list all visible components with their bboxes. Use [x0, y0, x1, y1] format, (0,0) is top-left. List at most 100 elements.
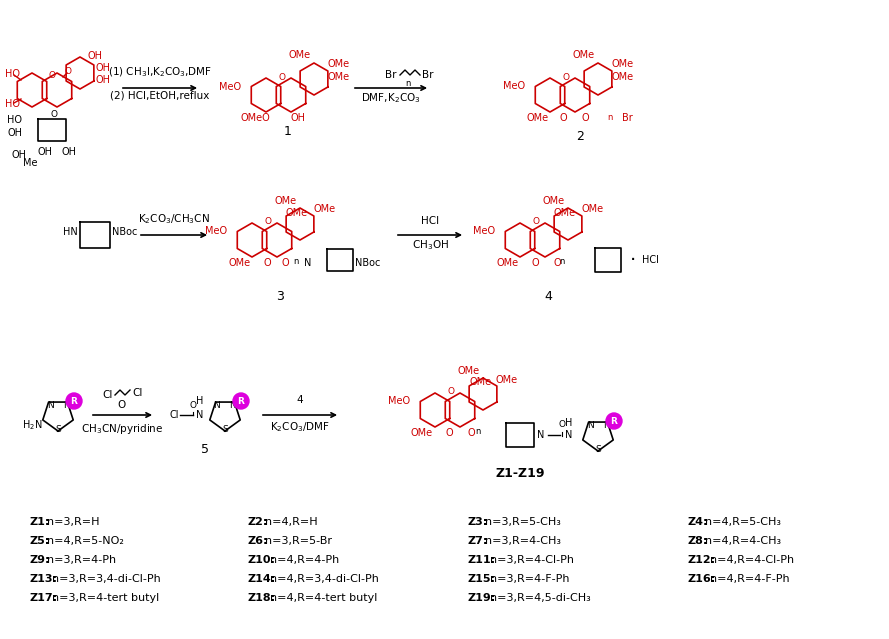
Text: Z11:: Z11: — [468, 555, 496, 565]
Text: HCl: HCl — [642, 255, 659, 265]
Text: Z9:: Z9: — [30, 555, 51, 565]
Text: N: N — [587, 420, 593, 429]
Text: NBoc: NBoc — [112, 227, 138, 237]
Text: n=3,R=4-F-Ph: n=3,R=4-F-Ph — [490, 574, 570, 584]
Text: N: N — [196, 410, 204, 420]
Text: O: O — [558, 420, 565, 429]
Text: HN: HN — [63, 227, 78, 237]
Text: Z5:: Z5: — [30, 536, 51, 546]
Text: S: S — [222, 424, 228, 433]
Text: H: H — [196, 396, 204, 406]
Text: n=4,R=H: n=4,R=H — [265, 517, 317, 527]
Text: DMF,K$_2$CO$_3$: DMF,K$_2$CO$_3$ — [361, 91, 420, 105]
Text: Z19:: Z19: — [468, 593, 496, 603]
Text: H$_2$N: H$_2$N — [21, 418, 42, 432]
Text: n=4,R=4-tert butyl: n=4,R=4-tert butyl — [270, 593, 377, 603]
Text: OH: OH — [7, 128, 22, 138]
Text: Z3:: Z3: — [468, 517, 488, 527]
Text: n=3,R=4-tert butyl: n=3,R=4-tert butyl — [52, 593, 159, 603]
Text: OH: OH — [291, 113, 306, 123]
Text: Z4:: Z4: — [688, 517, 709, 527]
Text: N: N — [603, 420, 609, 429]
Text: Cl: Cl — [132, 388, 142, 398]
Text: O: O — [447, 387, 454, 397]
Text: 2: 2 — [576, 130, 584, 143]
Text: OMe: OMe — [611, 72, 633, 82]
Text: n=3,R=3,4-di-Cl-Ph: n=3,R=3,4-di-Cl-Ph — [52, 574, 161, 584]
Text: HO: HO — [5, 99, 20, 109]
Text: n: n — [476, 427, 481, 436]
Text: n=3,R=4-Cl-Ph: n=3,R=4-Cl-Ph — [490, 555, 574, 565]
Text: Z14:: Z14: — [248, 574, 276, 584]
Text: Z1-Z19: Z1-Z19 — [495, 467, 545, 480]
Text: 4: 4 — [544, 290, 552, 303]
Text: H: H — [565, 418, 573, 428]
Text: OH: OH — [96, 75, 111, 85]
Text: O: O — [581, 113, 589, 123]
Text: OH: OH — [88, 51, 103, 61]
Text: 4: 4 — [297, 395, 303, 405]
Text: MeO: MeO — [473, 226, 495, 236]
Text: Z8:: Z8: — [688, 536, 709, 546]
Text: OMe: OMe — [289, 50, 311, 60]
Text: N: N — [537, 430, 544, 440]
Text: N: N — [304, 258, 312, 268]
Text: Cl: Cl — [170, 410, 180, 420]
Text: O: O — [553, 258, 561, 268]
Text: Z1:: Z1: — [30, 517, 51, 527]
Text: HCl: HCl — [420, 216, 439, 226]
Text: O: O — [281, 258, 289, 268]
Text: n=4,R=5-CH₃: n=4,R=5-CH₃ — [704, 517, 781, 527]
Text: Z15:: Z15: — [468, 574, 496, 584]
Text: OMe: OMe — [573, 50, 595, 60]
Text: Cl: Cl — [102, 390, 113, 400]
Text: OMe: OMe — [611, 59, 633, 69]
Text: HO: HO — [7, 115, 22, 125]
Text: OMe: OMe — [286, 208, 308, 218]
Text: Z6:: Z6: — [248, 536, 268, 546]
Text: n=4,R=4-F-Ph: n=4,R=4-F-Ph — [710, 574, 789, 584]
Text: Z16:: Z16: — [688, 574, 717, 584]
Text: O: O — [49, 70, 55, 79]
Text: OMe: OMe — [496, 375, 518, 385]
Text: O: O — [533, 217, 540, 226]
Text: OMe: OMe — [554, 208, 576, 218]
Text: Br: Br — [385, 70, 396, 80]
Text: CH$_3$CN/pyridine: CH$_3$CN/pyridine — [81, 422, 164, 436]
Circle shape — [66, 393, 82, 409]
Text: S: S — [55, 424, 60, 433]
Text: OH: OH — [62, 147, 77, 157]
Text: Br: Br — [622, 113, 633, 123]
Text: 3: 3 — [276, 290, 284, 303]
Text: MeO: MeO — [204, 226, 227, 236]
Text: n: n — [405, 79, 411, 88]
Text: OMe: OMe — [327, 72, 349, 82]
Text: n=4,R=3,4-di-Cl-Ph: n=4,R=3,4-di-Cl-Ph — [270, 574, 379, 584]
Text: OMe: OMe — [527, 113, 549, 123]
Text: O: O — [531, 258, 539, 268]
Text: O: O — [563, 73, 570, 82]
Text: O: O — [51, 110, 58, 119]
Text: O: O — [278, 72, 285, 82]
Text: MeO: MeO — [503, 81, 525, 91]
Text: OH: OH — [12, 150, 27, 160]
Text: OMe: OMe — [469, 377, 491, 387]
Text: R: R — [237, 397, 244, 406]
Text: S: S — [595, 445, 601, 454]
Text: NBoc: NBoc — [355, 258, 380, 268]
Text: N: N — [46, 401, 53, 410]
Text: (2) HCl,EtOH,reflux: (2) HCl,EtOH,reflux — [110, 91, 210, 101]
Text: OMe: OMe — [411, 428, 433, 438]
Text: O: O — [445, 428, 453, 438]
Text: OMe: OMe — [275, 196, 297, 206]
Text: n=3,R=4,5-di-CH₃: n=3,R=4,5-di-CH₃ — [490, 593, 591, 603]
Text: R: R — [70, 397, 77, 406]
Text: OMe: OMe — [543, 196, 565, 206]
Text: n: n — [559, 258, 565, 266]
Text: N: N — [229, 401, 236, 410]
Text: 5: 5 — [201, 443, 209, 456]
Text: ·: · — [630, 250, 637, 270]
Text: n: n — [293, 258, 299, 266]
Text: n=4,R=4-Ph: n=4,R=4-Ph — [270, 555, 340, 565]
Text: n=3,R=4-Ph: n=3,R=4-Ph — [46, 555, 116, 565]
